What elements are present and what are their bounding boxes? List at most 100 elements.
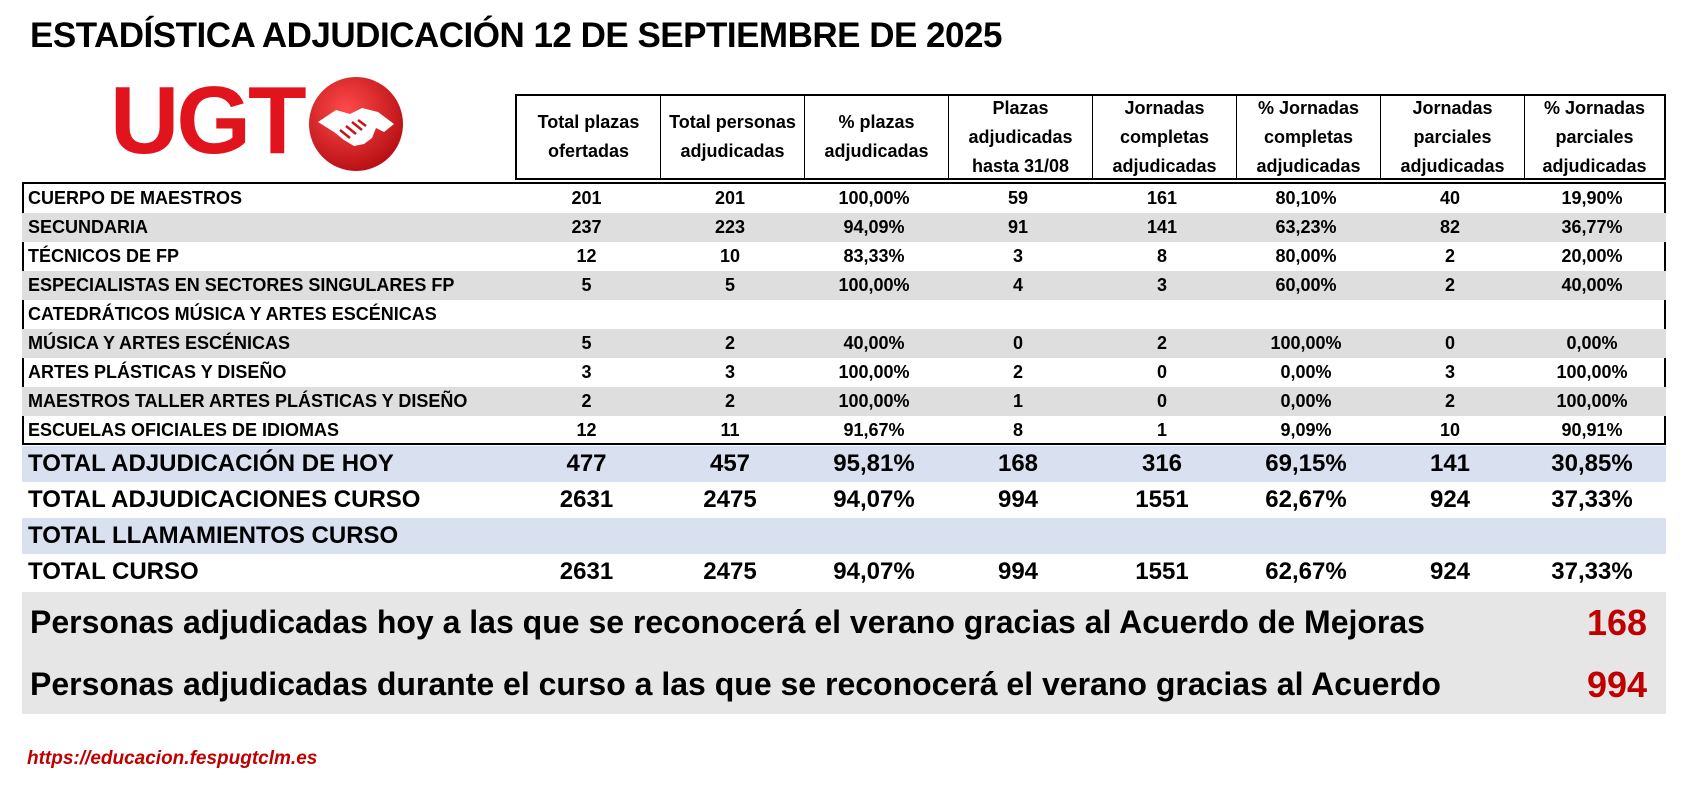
cell: 80,10% (1275, 188, 1337, 208)
table-header: Total plazas ofertadas Total personas ad… (515, 94, 1666, 180)
cell: 201 (714, 188, 746, 208)
ugt-logo: UGT (110, 67, 410, 176)
cell: 10 (719, 246, 741, 266)
cell: 237 (571, 217, 602, 237)
cell: 100,00% (838, 362, 910, 382)
cell: 60,00% (1275, 275, 1337, 295)
col-jornadas-completas: Jornadas completas adjudicadas (1092, 96, 1236, 178)
cell: 3 (581, 362, 592, 382)
cell: 2 (724, 391, 735, 411)
cell: 11 (720, 420, 740, 440)
cell: 0,00% (1280, 391, 1332, 411)
website-link[interactable]: https://educacion.fespugtclm.es (27, 748, 318, 769)
cell: 994 (997, 486, 1039, 513)
table-row: MÚSICA Y ARTES ESCÉNICAS 5 2 40,00% 0 2 … (22, 329, 1666, 358)
cell: 3 (1156, 275, 1167, 295)
table-row: ESPECIALISTAS EN SECTORES SINGULARES FP … (22, 271, 1666, 300)
cell: 36,77% (1561, 217, 1623, 237)
cell: 100,00% (838, 188, 910, 208)
row-label: ARTES PLÁSTICAS Y DISEÑO (28, 362, 287, 382)
cell: 2 (1444, 391, 1455, 411)
summary-label: Personas adjudicadas durante el curso a … (30, 666, 1441, 702)
summary-value: 994 (1586, 664, 1648, 705)
total-label: TOTAL ADJUDICACIÓN DE HOY (28, 450, 394, 477)
cell: 2 (724, 333, 735, 353)
col-pct-plazas: % plazas adjudicadas (804, 96, 948, 178)
summary-row-today: Personas adjudicadas hoy a las que se re… (22, 592, 1666, 656)
cell: 100,00% (1556, 362, 1628, 382)
table-body-border (22, 182, 1666, 445)
cell: 3 (724, 362, 735, 382)
cell: 40,00% (1561, 275, 1623, 295)
col-pct-parciales: % Jornadas parciales adjudicadas (1524, 96, 1664, 178)
row-label: ESPECIALISTAS EN SECTORES SINGULARES FP (28, 275, 455, 295)
cell: 0,00% (1280, 362, 1332, 382)
cell: 141 (1146, 217, 1178, 237)
cell: 37,33% (1551, 558, 1633, 585)
cell: 100,00% (1556, 391, 1628, 411)
summary-value: 168 (1586, 602, 1648, 643)
cell: 2 (1012, 362, 1023, 382)
total-row: TOTAL ADJUDICACIONES CURSO 2631 2475 94,… (22, 482, 1666, 518)
table-row: ESCUELAS OFICIALES DE IDIOMAS 12 11 91,6… (22, 416, 1666, 445)
cell: 62,67% (1265, 486, 1347, 513)
cell: 94,09% (843, 217, 905, 237)
total-label: TOTAL CURSO (28, 558, 199, 585)
cell: 95,81% (833, 450, 915, 477)
table-row: MAESTROS TALLER ARTES PLÁSTICAS Y DISEÑO… (22, 387, 1666, 416)
cell: 8 (1156, 246, 1167, 266)
cell: 4 (1012, 275, 1023, 295)
row-label: TÉCNICOS DE FP (28, 246, 180, 266)
cell: 62,67% (1265, 558, 1347, 585)
cell: 1551 (1135, 486, 1189, 513)
cell: 2 (1444, 246, 1455, 266)
col-plazas-3108: Plazas adjudicadas hasta 31/08 (948, 96, 1092, 178)
cell: 100,00% (838, 391, 910, 411)
cell: 19,90% (1561, 188, 1623, 208)
cell: 30,85% (1551, 450, 1633, 477)
cell: 141 (1429, 450, 1471, 477)
cell: 10 (1439, 420, 1461, 440)
row-label: CATEDRÁTICOS MÚSICA Y ARTES ESCÉNICAS (28, 304, 437, 324)
cell: 0 (1012, 333, 1023, 353)
cell: 477 (566, 450, 607, 477)
total-label: TOTAL LLAMAMIENTOS CURSO (28, 522, 399, 549)
table-row: SECUNDARIA 237 223 94,09% 91 141 63,23% … (22, 213, 1666, 242)
cell: 5 (724, 275, 735, 295)
row-label: MAESTROS TALLER ARTES PLÁSTICAS Y DISEÑO (28, 391, 468, 411)
row-label: SECUNDARIA (28, 217, 149, 237)
cell: 2631 (559, 558, 614, 585)
cell: 12 (576, 420, 597, 440)
table-row: CUERPO DE MAESTROS 201 201 100,00% 59 16… (22, 184, 1666, 213)
cell: 1 (1156, 420, 1167, 440)
cell: 90,91% (1561, 420, 1623, 440)
cell: 3 (1444, 362, 1455, 382)
cell: 161 (1146, 188, 1178, 208)
row-label: MÚSICA Y ARTES ESCÉNICAS (28, 333, 291, 353)
col-jornadas-parciales: Jornadas parciales adjudicadas (1380, 96, 1524, 178)
cell: 5 (581, 275, 592, 295)
cell: 1551 (1135, 558, 1189, 585)
cell: 2475 (703, 486, 757, 513)
page-title: ESTADÍSTICA ADJUDICACIÓN 12 DE SEPTIEMBR… (30, 16, 1002, 55)
cell: 2475 (703, 558, 757, 585)
cell: 83,33% (843, 246, 905, 266)
cell: 924 (1429, 558, 1471, 585)
cell: 2631 (559, 486, 614, 513)
cell: 168 (997, 450, 1039, 477)
row-label: CUERPO DE MAESTROS (28, 188, 243, 208)
cell: 316 (1141, 450, 1183, 477)
cell: 100,00% (1270, 333, 1342, 353)
summary-row-course: Personas adjudicadas durante el curso a … (22, 656, 1666, 714)
cell: 924 (1429, 486, 1471, 513)
cell: 12 (576, 246, 597, 266)
cell: 80,00% (1275, 246, 1337, 266)
total-row: TOTAL ADJUDICACIÓN DE HOY 477 457 95,81%… (22, 446, 1666, 482)
cell: 40 (1439, 188, 1461, 208)
cell: 8 (1012, 420, 1023, 440)
col-total-plazas: Total plazas ofertadas (537, 112, 640, 161)
col-pct-completas: % Jornadas completas adjudicadas (1236, 96, 1380, 178)
cell: 94,07% (833, 558, 915, 585)
cell: 0,00% (1566, 333, 1618, 353)
cell: 0 (1156, 362, 1167, 382)
